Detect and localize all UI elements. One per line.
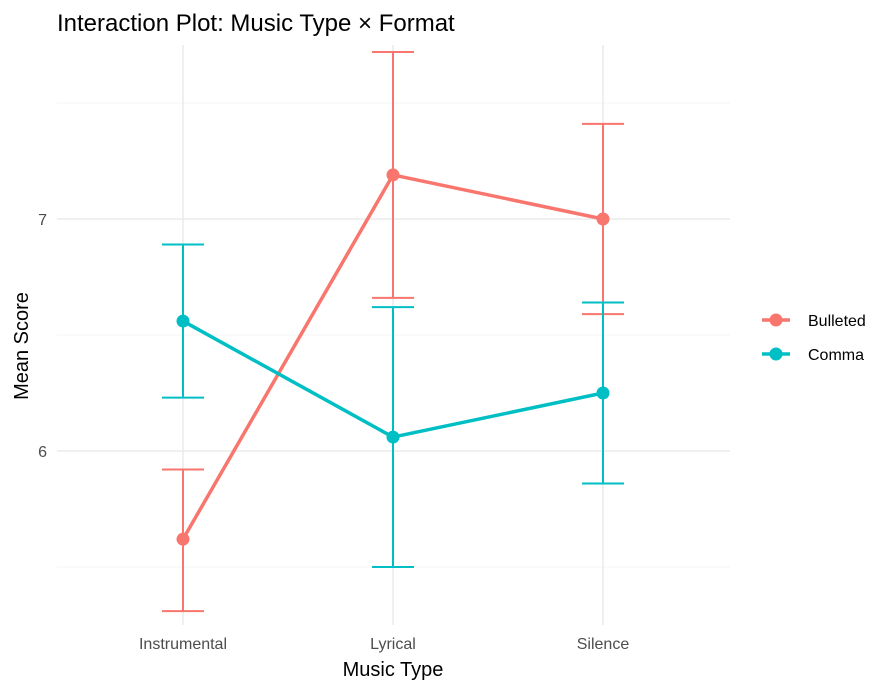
series-comma xyxy=(162,243,624,568)
data-point xyxy=(596,212,610,226)
legend-key-point xyxy=(769,347,783,361)
legend-item-bulleted: Bulleted xyxy=(762,313,866,330)
legend-label: Bulleted xyxy=(808,313,866,330)
x-axis-title: Music Type xyxy=(343,659,444,681)
y-tick-label: 6 xyxy=(38,444,47,461)
chart-title: Interaction Plot: Music Type × Format xyxy=(57,10,455,37)
y-tick-labels: 67 xyxy=(38,212,47,461)
x-tick-labels: Instrumental Lyrical Silence xyxy=(139,636,629,653)
legend: Bulleted Comma xyxy=(762,313,866,364)
x-tick-label: Silence xyxy=(577,636,630,653)
x-tick-label: Lyrical xyxy=(370,636,416,653)
legend-label: Comma xyxy=(808,347,864,364)
legend-item-comma: Comma xyxy=(762,347,864,364)
data-point xyxy=(176,532,190,546)
series-layer xyxy=(162,50,624,613)
x-tick-label: Instrumental xyxy=(139,636,227,653)
data-point xyxy=(596,386,610,400)
y-axis-title: Mean Score xyxy=(11,292,33,400)
y-tick-label: 7 xyxy=(38,212,47,229)
data-point xyxy=(386,430,400,444)
data-point xyxy=(176,314,190,328)
data-point xyxy=(386,168,400,182)
legend-key-point xyxy=(769,313,783,327)
series-bulleted xyxy=(162,50,624,613)
